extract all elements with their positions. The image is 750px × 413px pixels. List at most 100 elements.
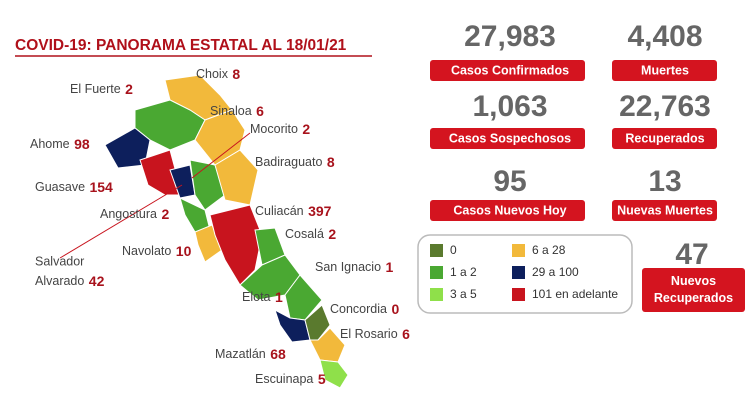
municipality-label: Navolato 10: [122, 243, 192, 261]
municipality-name: El Fuerte: [70, 82, 121, 96]
concordia: [304, 304, 331, 341]
municipality-label: San Ignacio 1: [315, 259, 393, 277]
legend-label: 6 a 28: [532, 243, 566, 257]
municipality-name: Elota: [242, 290, 271, 304]
leader-line: [191, 132, 251, 179]
culiacan: [209, 204, 263, 286]
stat-label-wrap: Nuevos Recuperados: [653, 274, 734, 305]
stat-label: Recuperados: [625, 131, 704, 145]
municipality-value: 397: [308, 203, 332, 219]
municipality-name: Navolato: [122, 244, 171, 258]
municipality-value: 2: [302, 121, 310, 137]
municipality-name: Salvador: [35, 254, 84, 268]
municipality-value: 6: [256, 103, 264, 119]
municipality-value: 98: [74, 136, 90, 152]
municipality-value: 154: [89, 179, 113, 195]
municipality-name: Culiacán: [255, 204, 304, 218]
municipality-label: Badiraguato 8: [255, 154, 335, 172]
municipality-label: Ahome 98: [30, 136, 90, 154]
municipality-name: Cosalá: [285, 227, 324, 241]
stat-value: 47: [675, 238, 708, 271]
municipality-value: 8: [327, 154, 335, 170]
stat-label-box: [642, 268, 745, 312]
municipality-name: Sinaloa: [210, 104, 252, 118]
municipality-value: 8: [232, 66, 240, 82]
legend-label: 3 a 5: [450, 287, 477, 301]
municipality-label: Culiacán 397: [255, 203, 332, 221]
municipality-value: 6: [402, 326, 410, 342]
municipality-value: 10: [176, 243, 192, 259]
legend-swatch: [430, 244, 443, 257]
legend-swatch: [430, 266, 443, 279]
stat-label-box: [612, 128, 717, 149]
stat-label: Nuevas Muertes: [617, 203, 713, 217]
legend-label: 101 en adelante: [532, 287, 618, 301]
municipality-label: Escuinapa 5: [255, 371, 326, 389]
municipality-value: 2: [328, 226, 336, 242]
municipality-name: Badiraguato: [255, 155, 322, 169]
stat-value: 22,763: [619, 90, 711, 123]
stat-label: Casos Confirmados: [451, 63, 569, 77]
municipality-label: Mocorito 2: [250, 121, 310, 139]
municipality-label: Guasave 154: [35, 179, 113, 197]
municipality-value: 42: [89, 273, 105, 289]
municipality-value: 2: [161, 206, 169, 222]
municipality-label: El Rosario 6: [340, 326, 410, 344]
ahome: [104, 127, 151, 169]
municipality-label: Alvarado 42: [35, 273, 105, 291]
stat-label-box: [612, 60, 717, 81]
san-ignacio: [284, 274, 323, 321]
municipality-name: Escuinapa: [255, 372, 313, 386]
legend-label: 1 a 2: [450, 265, 477, 279]
badiraguato: [214, 149, 259, 206]
municipality-name: El Rosario: [340, 327, 398, 341]
title: COVID-19: PANORAMA ESTATAL AL 18/01/21: [15, 37, 347, 54]
stat-value: 27,983: [464, 20, 556, 53]
stat-label: Nuevos Recuperados: [653, 274, 734, 305]
stat-label-box: [430, 200, 585, 221]
municipality-label: Choix 8: [196, 66, 240, 84]
municipality-label: Mazatlán 68: [215, 346, 286, 364]
legend-label: 0: [450, 243, 457, 257]
stat-label-box: [430, 60, 585, 81]
stat-label: Casos Nuevos Hoy: [453, 203, 566, 217]
stat-value: 1,063: [472, 90, 547, 123]
municipality-name: Mocorito: [250, 122, 298, 136]
stat-value: 4,408: [627, 20, 702, 53]
municipality-value: 2: [125, 81, 133, 97]
stat-label: Casos Sospechosos: [449, 131, 571, 145]
stat-label-box: [612, 200, 717, 221]
leader-line: [59, 184, 183, 259]
municipality-label: Cosalá 2: [285, 226, 336, 244]
stat-value: 95: [493, 165, 526, 198]
municipality-name: Angostura: [100, 207, 157, 221]
legend-swatch: [512, 266, 525, 279]
municipality-name: Guasave: [35, 180, 85, 194]
municipality-value: 0: [391, 301, 399, 317]
municipality-value: 1: [275, 289, 283, 305]
municipality-name: Ahome: [30, 137, 70, 151]
municipality-label: Sinaloa 6: [210, 103, 264, 121]
municipality-label: Elota 1: [242, 289, 283, 307]
municipality-name: Concordia: [330, 302, 387, 316]
municipality-name: Choix: [196, 67, 229, 81]
municipality-label: Concordia 0: [330, 301, 399, 319]
stat-value: 13: [648, 165, 681, 198]
municipality-label: El Fuerte 2: [70, 81, 133, 99]
legend-label: 29 a 100: [532, 265, 579, 279]
legend-swatch: [430, 288, 443, 301]
escuinapa: [319, 359, 349, 389]
stat-label: Muertes: [641, 63, 689, 77]
legend-swatch: [512, 288, 525, 301]
municipality-label: Angostura 2: [100, 206, 169, 224]
municipality-name: San Ignacio: [315, 260, 381, 274]
legend-swatch: [512, 244, 525, 257]
municipality-name: Mazatlán: [215, 347, 266, 361]
stat-label-box: [430, 128, 585, 149]
municipality-name: Alvarado: [35, 274, 84, 288]
municipality-value: 68: [270, 346, 286, 362]
municipality-value: 1: [385, 259, 393, 275]
map: [59, 74, 349, 389]
municipality-value: 5: [318, 371, 326, 387]
